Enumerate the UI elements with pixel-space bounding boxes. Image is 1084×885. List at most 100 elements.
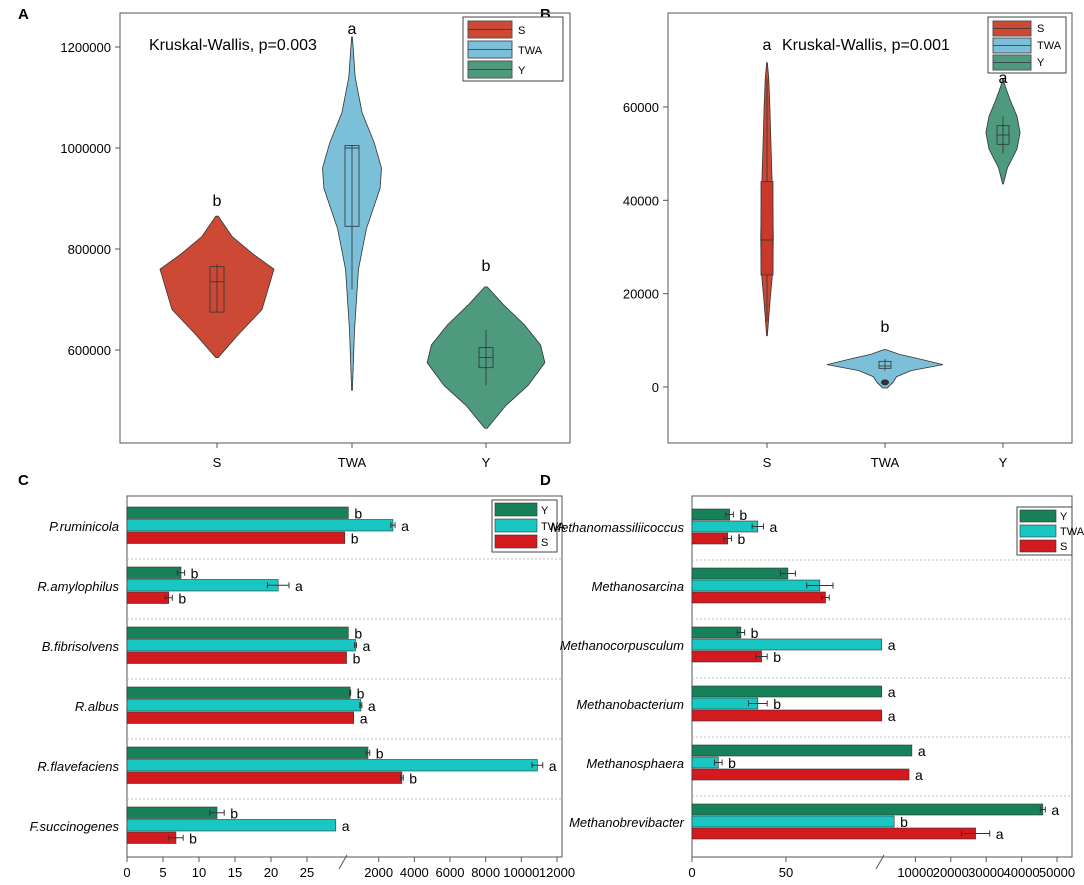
significance-letter: a	[918, 743, 926, 759]
bar-twa	[691, 520, 759, 533]
bar-s	[126, 711, 354, 724]
bar-s	[691, 827, 976, 840]
significance-letter: b	[409, 771, 417, 787]
significance-letter: a	[996, 826, 1004, 842]
legend-swatch-y	[1019, 509, 1057, 523]
x-tick-label-b: S	[763, 455, 772, 470]
y-tick-label-b: 20000	[623, 287, 659, 302]
legend-label-y: Y	[518, 65, 526, 77]
bar-twa	[126, 579, 279, 592]
category-label: B.fibrisolvens	[42, 639, 120, 654]
x-tick-label-high-d: 50000	[1039, 865, 1075, 880]
significance-letter: b	[751, 625, 759, 641]
kruskal-wallis-annotation-b: Kruskal-Wallis, p=0.001	[782, 37, 950, 54]
bar-s	[691, 768, 910, 781]
significance-letter: a	[769, 519, 777, 535]
box-s	[760, 181, 774, 276]
plot-frame-a	[119, 12, 571, 444]
significance-letter-y: b	[482, 258, 491, 275]
x-tick-label-low-d: 50	[779, 865, 793, 880]
x-tick-label-a: Y	[482, 455, 491, 470]
category-label: R.flavefaciens	[37, 759, 119, 774]
panel-label-c: C	[18, 472, 29, 489]
panel-label-b: B	[540, 6, 551, 23]
x-tick-label-high-c: 8000	[471, 865, 500, 880]
legend-label-y: Y	[1037, 57, 1045, 69]
legend-swatch-y	[494, 502, 538, 517]
significance-letter-y: a	[999, 70, 1008, 87]
panel-label-a: A	[18, 6, 29, 23]
significance-letter: a	[549, 758, 557, 774]
significance-letter: b	[376, 746, 384, 762]
bar-twa	[126, 819, 337, 832]
significance-letter-twa: a	[348, 21, 357, 38]
bar-s	[126, 531, 346, 544]
significance-letter: a	[888, 637, 896, 653]
significance-letter: a	[888, 684, 896, 700]
bar-s	[691, 532, 729, 545]
category-label: Methanobrevibacter	[569, 815, 685, 830]
bar-s	[691, 591, 826, 604]
box-s	[209, 266, 225, 313]
legend-label-y: Y	[1060, 511, 1068, 523]
bar-y	[691, 803, 1044, 816]
bar-twa	[126, 639, 356, 652]
significance-letter: a	[295, 578, 303, 594]
y-tick-label-b: 60000	[623, 100, 659, 115]
legend-label-twa: TWA	[1060, 526, 1084, 538]
x-tick-label-high-c: 10000	[503, 865, 539, 880]
x-tick-label-a: S	[213, 455, 222, 470]
category-label: Methanosarcina	[592, 579, 685, 594]
significance-letter: b	[230, 806, 238, 822]
bar-s	[126, 771, 403, 784]
bar-twa	[126, 519, 394, 532]
legend-label-s: S	[1037, 23, 1044, 35]
plot-frame-b	[667, 12, 1073, 444]
bar-twa	[691, 579, 821, 592]
x-tick-label-high-d: 40000	[1004, 865, 1040, 880]
bar-y	[691, 508, 730, 521]
significance-letter: a	[363, 638, 371, 654]
legend-swatch-s	[494, 534, 538, 549]
x-tick-label-high-d: 20000	[933, 865, 969, 880]
bar-twa	[691, 638, 883, 651]
plot-frame-d	[691, 495, 1073, 858]
category-label: Methanomassiliicoccus	[550, 520, 684, 535]
significance-letter: b	[773, 696, 781, 712]
significance-letter: b	[351, 531, 359, 547]
bar-twa	[126, 759, 538, 772]
significance-letter: a	[342, 818, 350, 834]
x-tick-label-low-c: 15	[228, 865, 242, 880]
bar-s	[126, 651, 347, 664]
box-twa	[344, 145, 360, 227]
bar-twa	[691, 815, 895, 828]
significance-letter: b	[739, 507, 747, 523]
category-label: Methanocorpusculum	[560, 638, 684, 653]
legend-label-twa: TWA	[1037, 40, 1062, 52]
legend-swatch-twa	[1019, 524, 1057, 538]
bar-y	[126, 806, 218, 819]
x-tick-label-low-d: 0	[688, 865, 695, 880]
legend-label-y: Y	[541, 505, 549, 517]
category-label: Methanosphaera	[586, 756, 684, 771]
y-tick-label-a: 1200000	[60, 40, 111, 55]
significance-letter: b	[354, 626, 362, 642]
box-twa	[878, 360, 892, 369]
bar-y	[691, 567, 789, 580]
legend-label-twa: TWA	[518, 45, 543, 57]
panel-label-d: D	[540, 472, 551, 489]
y-tick-label-b: 40000	[623, 193, 659, 208]
category-label: R.albus	[75, 699, 120, 714]
outlier-point	[881, 379, 889, 386]
x-tick-label-low-c: 25	[300, 865, 314, 880]
significance-letter-twa: b	[881, 319, 890, 336]
significance-letter: a	[401, 518, 409, 534]
x-tick-label-high-c: 12000	[539, 865, 575, 880]
significance-letter: a	[915, 767, 923, 783]
category-label: P.ruminicola	[49, 519, 119, 534]
bar-y	[126, 746, 369, 759]
significance-letter: b	[189, 831, 197, 847]
significance-letter: b	[900, 814, 908, 830]
x-tick-label-b: Y	[999, 455, 1008, 470]
